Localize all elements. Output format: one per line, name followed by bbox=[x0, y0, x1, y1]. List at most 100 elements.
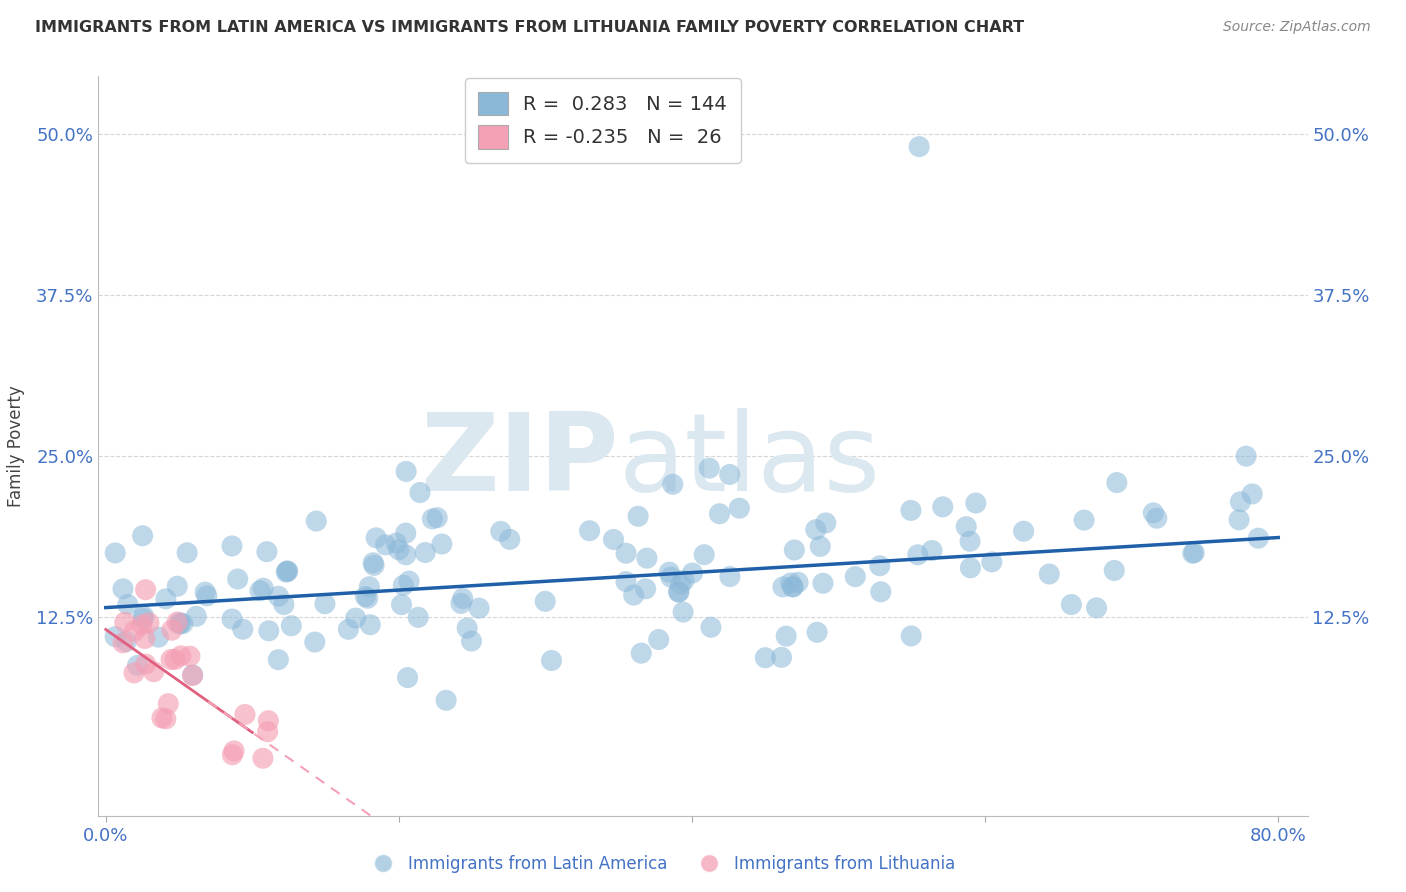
Point bbox=[672, 574, 695, 588]
Point bbox=[1227, 513, 1250, 527]
Point bbox=[669, 577, 692, 591]
Point bbox=[578, 524, 600, 538]
Point bbox=[132, 609, 155, 624]
Point bbox=[112, 636, 135, 650]
Point bbox=[186, 609, 208, 624]
Point bbox=[280, 618, 302, 632]
Point bbox=[226, 572, 249, 586]
Point bbox=[434, 693, 457, 707]
Point bbox=[540, 653, 562, 667]
Point bbox=[165, 652, 187, 666]
Point bbox=[148, 630, 170, 644]
Text: Source: ZipAtlas.com: Source: ZipAtlas.com bbox=[1223, 20, 1371, 34]
Point bbox=[257, 714, 280, 728]
Point bbox=[672, 605, 695, 619]
Point bbox=[396, 671, 419, 685]
Point bbox=[1085, 600, 1108, 615]
Point bbox=[718, 569, 741, 583]
Point bbox=[135, 657, 157, 672]
Point bbox=[374, 538, 396, 552]
Point bbox=[155, 591, 177, 606]
Point bbox=[614, 574, 637, 589]
Point bbox=[257, 624, 280, 638]
Point bbox=[808, 540, 831, 554]
Point bbox=[932, 500, 955, 514]
Point bbox=[131, 529, 153, 543]
Point bbox=[648, 632, 671, 647]
Point bbox=[395, 548, 418, 562]
Point bbox=[114, 615, 136, 630]
Point bbox=[869, 584, 891, 599]
Point bbox=[304, 635, 326, 649]
Point bbox=[1073, 513, 1095, 527]
Point bbox=[451, 591, 474, 606]
Point bbox=[305, 514, 328, 528]
Point bbox=[267, 590, 290, 604]
Legend: Immigrants from Latin America, Immigrants from Lithuania: Immigrants from Latin America, Immigrant… bbox=[360, 848, 962, 880]
Point bbox=[693, 548, 716, 562]
Point bbox=[406, 610, 429, 624]
Point bbox=[728, 501, 751, 516]
Point bbox=[1182, 545, 1205, 559]
Point bbox=[221, 747, 243, 762]
Point bbox=[921, 543, 943, 558]
Text: atlas: atlas bbox=[619, 408, 880, 514]
Point bbox=[276, 564, 298, 578]
Point bbox=[965, 496, 987, 510]
Point bbox=[450, 596, 472, 610]
Point bbox=[252, 751, 274, 765]
Point bbox=[363, 558, 385, 573]
Point bbox=[844, 569, 866, 583]
Point bbox=[176, 546, 198, 560]
Point bbox=[1146, 511, 1168, 525]
Point bbox=[422, 512, 444, 526]
Point bbox=[456, 621, 478, 635]
Point bbox=[395, 526, 418, 541]
Point bbox=[391, 598, 413, 612]
Point bbox=[142, 665, 165, 679]
Point bbox=[172, 616, 194, 631]
Point bbox=[1142, 506, 1164, 520]
Point bbox=[249, 583, 271, 598]
Point bbox=[194, 585, 217, 599]
Point bbox=[166, 579, 188, 593]
Point bbox=[115, 634, 138, 648]
Point bbox=[169, 617, 191, 632]
Point bbox=[166, 615, 188, 629]
Point bbox=[337, 623, 360, 637]
Point bbox=[256, 544, 278, 558]
Point bbox=[869, 558, 891, 573]
Point bbox=[426, 510, 449, 524]
Point bbox=[1241, 487, 1264, 501]
Point bbox=[499, 533, 522, 547]
Point bbox=[627, 509, 650, 524]
Point bbox=[658, 565, 681, 579]
Point bbox=[806, 625, 828, 640]
Point bbox=[359, 617, 381, 632]
Point bbox=[980, 555, 1002, 569]
Point bbox=[354, 590, 377, 604]
Point bbox=[104, 546, 127, 560]
Point bbox=[907, 548, 929, 562]
Point bbox=[623, 588, 645, 602]
Point bbox=[157, 697, 180, 711]
Point bbox=[754, 650, 776, 665]
Point bbox=[959, 561, 981, 575]
Point bbox=[357, 591, 380, 606]
Point bbox=[770, 650, 793, 665]
Point bbox=[1229, 495, 1251, 509]
Point bbox=[900, 629, 922, 643]
Point bbox=[811, 576, 834, 591]
Point bbox=[413, 545, 436, 559]
Legend: R =  0.283   N = 144, R = -0.235   N =  26: R = 0.283 N = 144, R = -0.235 N = 26 bbox=[465, 78, 741, 162]
Point bbox=[233, 707, 256, 722]
Point bbox=[359, 580, 381, 594]
Point bbox=[131, 618, 153, 632]
Point bbox=[409, 485, 432, 500]
Point bbox=[111, 582, 134, 596]
Point bbox=[195, 589, 218, 603]
Point bbox=[814, 516, 837, 530]
Y-axis label: Family Poverty: Family Poverty bbox=[7, 385, 25, 507]
Point bbox=[534, 594, 557, 608]
Point bbox=[160, 623, 183, 637]
